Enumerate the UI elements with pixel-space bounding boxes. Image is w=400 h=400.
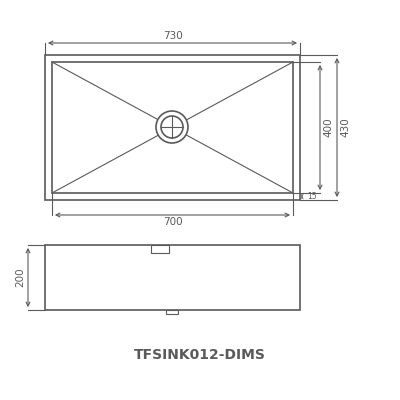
Text: 700: 700	[163, 217, 182, 227]
Circle shape	[156, 111, 188, 143]
Text: 200: 200	[15, 268, 25, 287]
Bar	[45, 55, 300, 200]
Bar	[45, 245, 300, 310]
Text: 430: 430	[340, 118, 350, 137]
Bar	[52, 62, 293, 193]
Text: 15: 15	[307, 192, 317, 201]
Text: 730: 730	[163, 31, 182, 41]
Text: TFSINK012-DIMS: TFSINK012-DIMS	[134, 348, 266, 362]
Text: 400: 400	[323, 118, 333, 137]
Bar	[166, 310, 178, 314]
Bar	[151, 245, 169, 253]
